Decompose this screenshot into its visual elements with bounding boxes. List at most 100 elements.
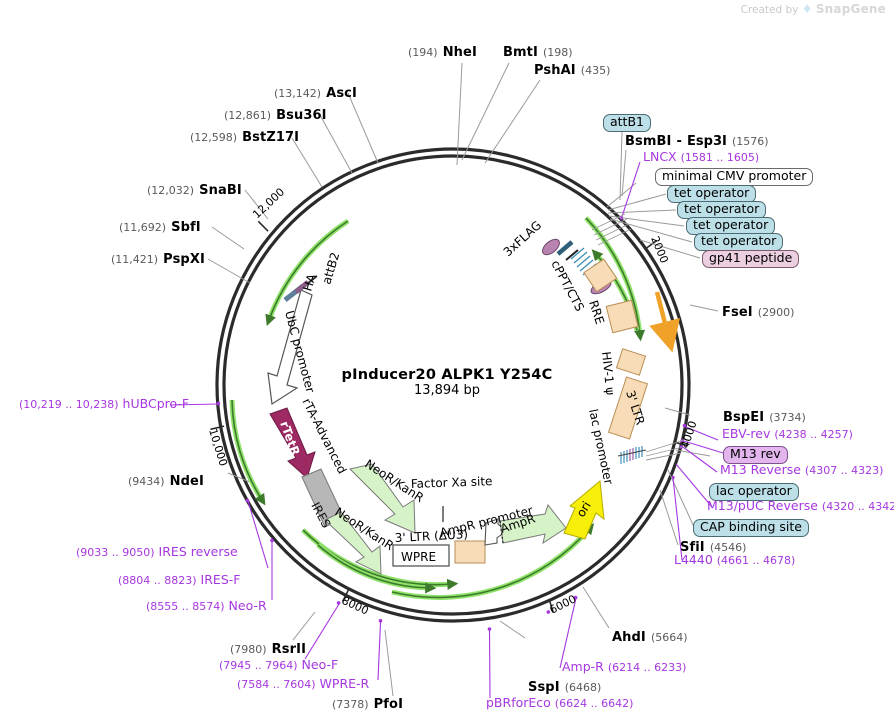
- enzyme-name: PshAI: [534, 63, 576, 78]
- primer-coord: (9033 .. 9050): [76, 546, 155, 559]
- enzyme-name: SnaBI: [199, 183, 242, 198]
- primer-coord: (4307 .. 4323): [804, 464, 884, 477]
- enzyme-label-bsmbi-esp3i[interactable]: BsmBI - Esp3I (1576): [625, 132, 769, 148]
- enzyme-name: BmtI: [503, 45, 538, 60]
- primer-label-neo-f[interactable]: (7945 .. 7964) Neo-F: [219, 657, 339, 672]
- feature-arrow-orange: [649, 291, 680, 353]
- enzyme-coord: (4546): [709, 541, 747, 554]
- badge-gp41-peptide[interactable]: gp41 peptide: [702, 249, 800, 268]
- primer-name: Amp-R: [562, 659, 604, 674]
- badge-cap-binding-site[interactable]: CAP binding site: [693, 518, 809, 537]
- tick-marks: [210, 220, 689, 614]
- enzyme-name: NdeI: [169, 474, 204, 489]
- primer-name: M13 Reverse: [720, 462, 801, 477]
- enzyme-coord: (435): [580, 64, 611, 77]
- enzyme-coord: (9434): [128, 475, 165, 488]
- feature-label-3xflag: 3xFLAG: [501, 218, 544, 259]
- feature-wpre-box: [392, 544, 450, 567]
- enzyme-label-asci[interactable]: (13,142) AscI: [274, 84, 357, 100]
- primer-label-ebv-rev[interactable]: EBV-rev (4238 .. 4257): [722, 427, 853, 441]
- watermark-brand: SnapGene: [815, 2, 886, 16]
- primer-coord: (4320 .. 4342): [821, 500, 894, 513]
- enzyme-label-ahdi[interactable]: AhdI (5664): [612, 628, 688, 644]
- primer-label-m13-puc-reverse[interactable]: M13/pUC Reverse (4320 .. 4342): [707, 499, 894, 513]
- primer-label-amp-r[interactable]: Amp-R (6214 .. 6233): [562, 659, 687, 674]
- primer-coord: (8555 .. 8574): [146, 600, 225, 613]
- enzyme-dash: -: [676, 134, 682, 149]
- primer-label-hubcpro-f[interactable]: (10,219 .. 10,238) hUBCpro-F: [19, 397, 189, 411]
- enzyme-label-pshai[interactable]: PshAI (435): [534, 61, 610, 77]
- badge-tet-operator-2[interactable]: tet operator: [677, 200, 767, 219]
- badge-attb1[interactable]: attB1: [603, 113, 651, 132]
- enzyme-label-pfoi[interactable]: (7378) PfoI: [332, 695, 403, 711]
- feature-rre-box: [605, 299, 639, 334]
- primer-label-wpre-r[interactable]: (7584 .. 7604) WPRE-R: [237, 676, 370, 691]
- tick-label-6000: 6000: [547, 592, 578, 616]
- feature-label-ha: HA: [300, 272, 319, 293]
- enzyme-leader-lines: [207, 62, 719, 697]
- enzyme-label-snabi[interactable]: (12,032) SnaBI: [147, 181, 242, 197]
- badge-lac-operator[interactable]: lac operator: [709, 482, 799, 501]
- enzyme-label-pspxi[interactable]: (11,421) PspXI: [111, 250, 205, 266]
- feature-ampr-arrow: [499, 503, 567, 545]
- enzyme-name: Bsu36I: [276, 108, 327, 123]
- primer-coord: (6624 .. 6642): [554, 697, 634, 710]
- enzyme-coord: (3734): [769, 411, 806, 424]
- badge-label: tet operator: [694, 233, 784, 251]
- primer-label-ires-f[interactable]: (8804 .. 8823) IRES-F: [118, 572, 241, 587]
- enzyme-label-sbfi[interactable]: (11,692) SbfI: [119, 218, 201, 234]
- enzyme-label-ndei[interactable]: (9434) NdeI: [128, 472, 204, 488]
- primer-label-lncx[interactable]: LNCX (1581 .. 1605): [643, 149, 759, 164]
- enzyme-coord: (13,142): [274, 87, 322, 100]
- badge-label: tet operator: [677, 201, 767, 219]
- badge-tet-operator-4[interactable]: tet operator: [694, 232, 784, 251]
- enzyme-coord: (7980): [230, 643, 267, 656]
- enzyme-label-bspei[interactable]: BspEI (3734): [723, 408, 806, 424]
- primer-label-l4440[interactable]: L4440 (4661 .. 4678): [674, 553, 796, 567]
- enzyme-coord: (194): [408, 46, 438, 59]
- badge-m13-rev[interactable]: M13 rev: [723, 445, 788, 464]
- snapgene-watermark: Created by ♦ SnapGene: [741, 2, 886, 16]
- enzyme-label-sfii[interactable]: SfiI (4546): [680, 538, 746, 554]
- snapgene-logo-icon: ♦: [801, 2, 813, 16]
- badge-label: gp41 peptide: [702, 250, 800, 268]
- primer-coord: (7945 .. 7964): [219, 659, 298, 672]
- feature-label-attb2: attB2: [319, 251, 342, 286]
- enzyme-coord: (198): [543, 46, 573, 59]
- enzyme-label-bsu36i[interactable]: (12,861) Bsu36I: [224, 106, 327, 122]
- enzyme-coord: (12,861): [224, 109, 272, 122]
- primer-label-pbrforeco[interactable]: pBRforEco (6624 .. 6642): [486, 696, 634, 710]
- enzyme-name: PspXI: [163, 252, 205, 267]
- backbone-circle: [215, 147, 691, 623]
- feature-neor-kanr-arrow-inner: [324, 511, 382, 575]
- primer-name: LNCX: [643, 149, 677, 164]
- feature-3xflag: [542, 238, 579, 261]
- enzyme-coord: (11,421): [111, 253, 159, 266]
- primer-coord: (4661 .. 4678): [716, 554, 796, 567]
- primer-name: Neo-F: [301, 657, 339, 672]
- enzyme-label-bstz17i[interactable]: (12,598) BstZ17I: [190, 128, 299, 144]
- enzyme-name: PfoI: [373, 697, 404, 712]
- enzyme-label-bmti[interactable]: BmtI (198): [503, 43, 573, 59]
- primer-label-m13-reverse[interactable]: M13 Reverse (4307 .. 4323): [720, 462, 884, 477]
- enzyme-name: AscI: [326, 86, 357, 101]
- feature-label-factor-xa: Factor Xa site: [411, 474, 493, 491]
- enzyme-label-rsrii[interactable]: (7980) RsrII: [230, 640, 306, 656]
- feature-3ltr-du3-box: [454, 540, 486, 564]
- primer-coord: (6214 .. 6233): [607, 661, 687, 674]
- primer-name: IRES-F: [200, 572, 241, 587]
- enzyme-label-fsei[interactable]: FseI (2900): [722, 303, 794, 319]
- feature-neor-kanr-arrow-outer: [349, 463, 416, 534]
- feature-rtetr-arrow: [269, 407, 316, 479]
- badge-label: lac operator: [709, 483, 799, 501]
- enzyme-label-nhei[interactable]: (194) NheI: [408, 43, 477, 59]
- primer-name: WPRE-R: [319, 676, 370, 691]
- enzyme-label-sspi[interactable]: SspI (6468): [528, 678, 601, 694]
- feature-3ltr-box: [607, 348, 649, 440]
- badge-minimal-cmv-promoter[interactable]: minimal CMV promoter: [655, 167, 814, 186]
- badge-label: attB1: [603, 114, 651, 132]
- plasmid-name: pInducer20 ALPK1 Y254C: [341, 367, 553, 383]
- primer-label-neo-r[interactable]: (8555 .. 8574) Neo-R: [146, 599, 267, 613]
- primer-label-ires-reverse[interactable]: (9033 .. 9050) IRES reverse: [76, 545, 238, 559]
